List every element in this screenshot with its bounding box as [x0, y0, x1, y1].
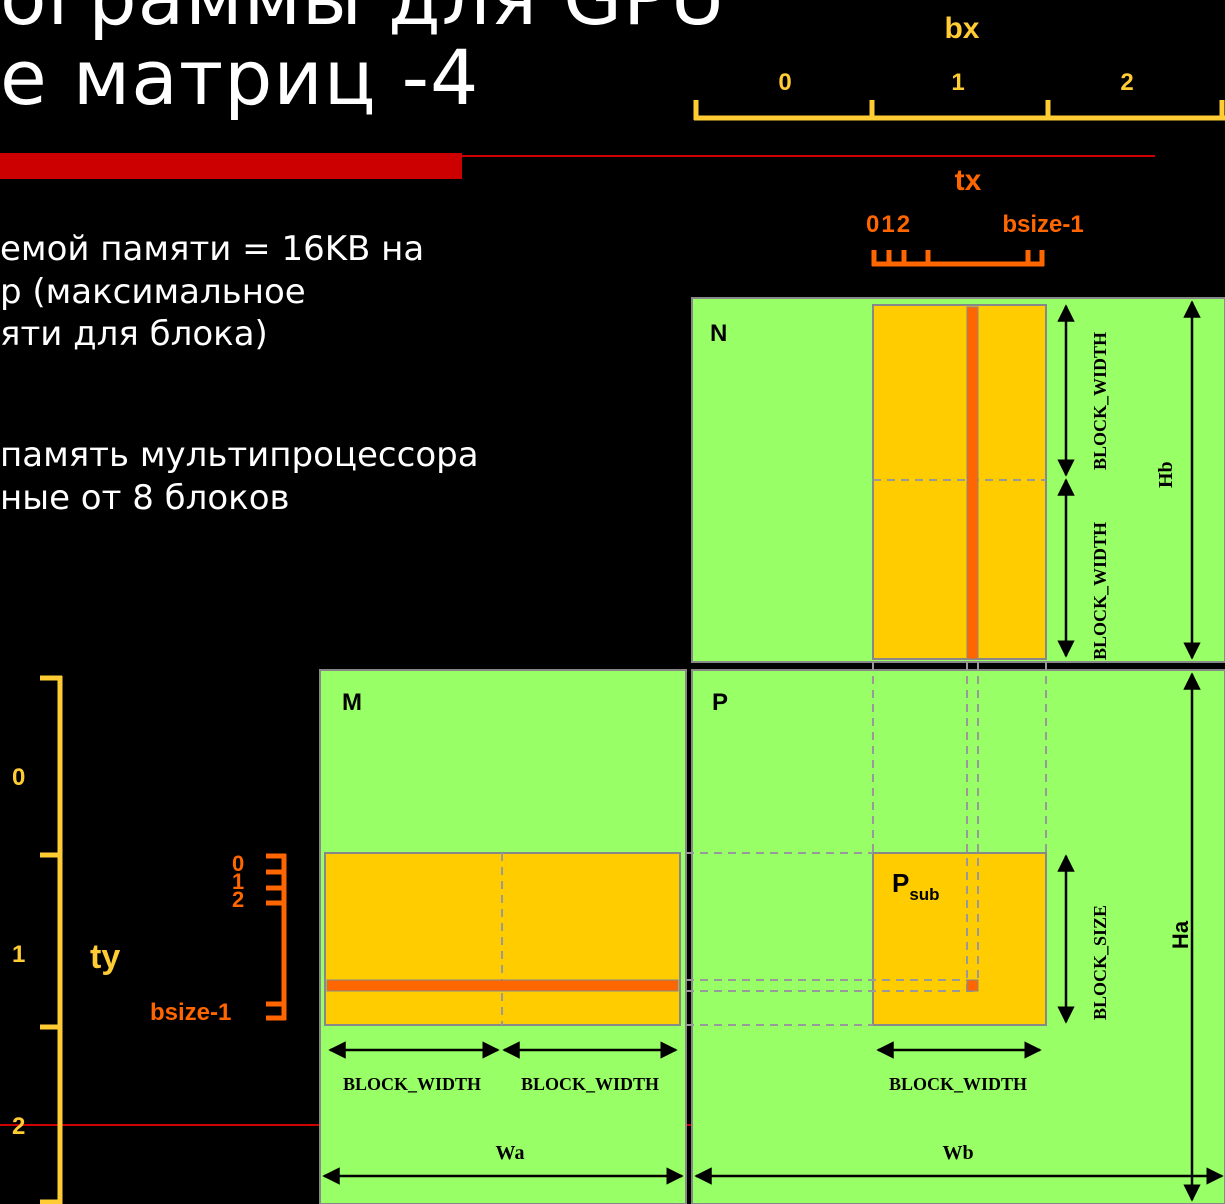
psub-block [872, 852, 1047, 1026]
bx-label: bx [944, 12, 979, 45]
psub-main: P [892, 868, 909, 898]
bx-tick-0: 0 [778, 69, 791, 96]
matrix-m-label: M [342, 689, 362, 716]
hb-label: Hb [1155, 461, 1177, 488]
ty-label: ty [90, 938, 120, 976]
ty-ruler [40, 675, 63, 1204]
m-block-width-label-left: BLOCK_WIDTH [343, 1074, 481, 1094]
p-block-width-label: BLOCK_WIDTH [889, 1074, 1027, 1094]
ty-inner-2: 2 [232, 887, 244, 912]
block-size-label: BLOCK_SIZE [1090, 905, 1110, 1020]
matrix-n-block [872, 304, 1047, 660]
matrix-n-column-strip [966, 306, 979, 660]
wa-label: Wa [496, 1142, 525, 1164]
bullet-2-line-1: память мультипроцессора [0, 435, 479, 475]
ty-inner-ruler [266, 853, 287, 1021]
tx-left-label: 012 [866, 211, 912, 238]
tx-ruler [871, 250, 1045, 267]
tx-right-label: bsize-1 [1002, 211, 1083, 238]
matrix-p-label: P [712, 689, 728, 716]
bx-tick-1: 1 [951, 69, 964, 96]
bullet-1-line-3: яти для блока) [0, 314, 268, 354]
bx-tick-2: 2 [1120, 69, 1133, 96]
n-block-width-label-bottom: BLOCK_WIDTH [1090, 522, 1110, 660]
ty-tick-2: 2 [12, 1113, 25, 1140]
psub-label: Psub [892, 868, 940, 904]
bullet-1-line-2: р (максимальное [0, 271, 306, 312]
tx-label: tx [955, 164, 982, 197]
ty-tick-1: 1 [12, 941, 25, 968]
ty-inner-1: 1 [232, 869, 244, 894]
bx-ruler [693, 100, 1225, 121]
ty-inner-0: 0 [232, 851, 244, 876]
ty-tick-0: 0 [12, 764, 25, 791]
bullet-2: память мультипроцессора ные от 8 блоков [0, 434, 479, 519]
projection-lines [686, 662, 1047, 1026]
slide-title-line1: ограммы для GPU [0, 0, 726, 36]
bullet-1: емой памяти = 16KB на р (максимальное ят… [0, 228, 424, 356]
bullet-1-line-1: емой памяти = 16KB на [0, 229, 425, 269]
n-block-width-label-top: BLOCK_WIDTH [1090, 332, 1110, 470]
matrix-m-row-strip [326, 979, 679, 992]
m-block-width-label-right: BLOCK_WIDTH [521, 1074, 659, 1094]
slide-title-line2: е матриц -4 [0, 33, 480, 122]
matrix-n-label: N [710, 320, 727, 347]
title-underline-red [0, 153, 462, 179]
bullet-2-line-2: ные от 8 блоков [0, 477, 290, 518]
ty-inner-last: bsize-1 [150, 999, 231, 1026]
psub-sub: sub [909, 885, 939, 904]
wb-label: Wb [942, 1142, 973, 1164]
ha-label: Ha [1168, 920, 1193, 949]
psub-element [966, 979, 979, 992]
